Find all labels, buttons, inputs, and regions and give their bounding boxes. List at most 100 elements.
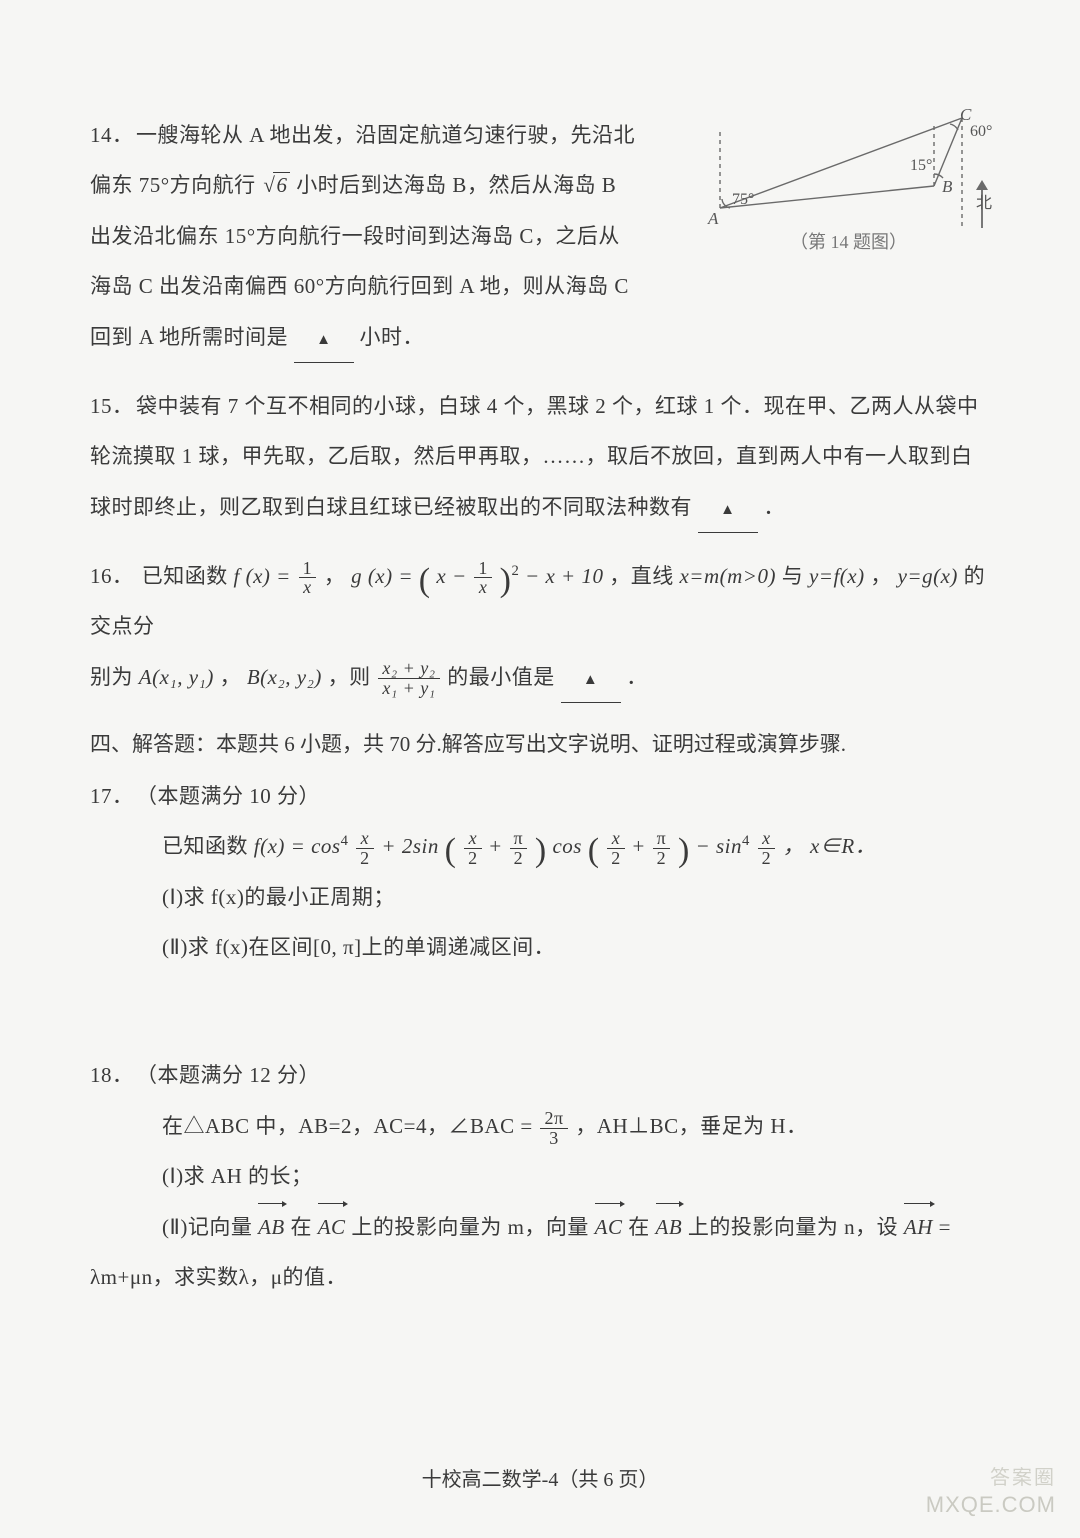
svg-text:B: B xyxy=(942,177,953,196)
q17-part1: (Ⅰ)求 f(x)的最小正周期； xyxy=(90,872,990,922)
page-footer: 十校高二数学-4（共 6 页） xyxy=(0,1463,1080,1492)
q14-number: 14． xyxy=(90,110,136,160)
q17-minus-sin: − sin xyxy=(696,834,742,858)
svg-text:C: C xyxy=(960,108,972,124)
plus-sign-1: + xyxy=(489,834,501,858)
q18-angle-frac: 2π3 xyxy=(540,1109,567,1148)
q17-x2b: x2 xyxy=(758,829,776,868)
q14-l4: 海岛 C 出发沿南偏西 60°方向航行回到 A 地，则从海岛 C xyxy=(90,261,690,311)
q17-arg2: x2 xyxy=(607,829,625,868)
q18-l2e: 上的投影向量为 n，设 xyxy=(688,1215,904,1239)
q15: 15．袋中装有 7 个互不相同的小球，白球 4 个，黑球 2 个，红球 1 个．… xyxy=(90,381,990,533)
q16-blank xyxy=(561,657,621,703)
q18-l2b: 在 xyxy=(290,1215,317,1239)
q18-l3: λm+μn，求实数λ，μ的值． xyxy=(90,1252,990,1302)
q16-number: 16． xyxy=(90,551,136,601)
q18-l2f: = xyxy=(939,1215,951,1239)
q17-l1a: 已知函数 xyxy=(162,834,254,858)
q14-blank xyxy=(294,317,354,363)
q15-l3a: 球时即终止，则乙取到白球且红球已经被取出的不同取法种数有 xyxy=(90,495,692,519)
q14-l2a: 偏东 75°方向航行 xyxy=(90,173,261,197)
q15-number: 15． xyxy=(90,381,136,431)
q16-g-inner-a: x − xyxy=(436,564,466,588)
q17-x2a: x2 xyxy=(356,829,374,868)
q16-B: B(x₂, y₂) xyxy=(247,665,322,689)
exam-page: A B C 75° 15° 60° 北 （第 14 题图） 14．一艘海轮从 A… xyxy=(0,0,1080,1538)
q16-l2c: ，则 xyxy=(328,665,377,689)
q17-domain: ， x∈R． xyxy=(783,834,876,858)
rparen-icon: ) xyxy=(500,567,512,594)
q14-l1: 一艘海轮从 A 地出发，沿固定航道匀速行驶，先沿北 xyxy=(136,123,635,147)
q15-l1: 袋中装有 7 个互不相同的小球，白球 4 个，黑球 2 个，红球 1 个．现在甲… xyxy=(136,394,979,418)
svg-text:60°: 60° xyxy=(970,123,992,140)
q17-plus: + 2sin xyxy=(381,834,438,858)
watermark-en: MXQE.COM xyxy=(926,1492,1056,1518)
q16-g-sup: 2 xyxy=(511,563,519,579)
lparen2-icon: ( xyxy=(445,837,457,864)
q16-l1e: ， xyxy=(870,564,892,588)
q18-part1: (Ⅰ)求 AH 的长； xyxy=(90,1151,990,1201)
q18-l2a: (Ⅱ)记向量 xyxy=(162,1215,258,1239)
rparen3-icon: ) xyxy=(678,837,690,864)
section4-heading: 四、解答题：本题共 6 小题，共 70 分.解答应写出文字说明、证明过程或演算步… xyxy=(90,721,990,767)
q18-l2d: 在 xyxy=(628,1215,655,1239)
q16-l1c: ，直线 xyxy=(609,564,679,588)
q14-l5b: 小时． xyxy=(360,325,425,349)
q14-l2b: 小时后到达海岛 B，然后从海岛 B xyxy=(296,173,616,197)
svg-text:A: A xyxy=(707,209,719,228)
q16-l2a: 别为 xyxy=(90,665,139,689)
q16-l2d: 的最小值是 xyxy=(447,665,555,689)
q16-yfx: y=f(x) xyxy=(809,564,865,588)
vec-AH: AH xyxy=(904,1202,933,1252)
vec-AB2: AB xyxy=(656,1202,683,1252)
vec-AC2: AC xyxy=(595,1202,623,1252)
watermark-cn: 答案圈 xyxy=(990,1461,1056,1490)
q17-arg1: x2 xyxy=(464,829,482,868)
svg-text:15°: 15° xyxy=(910,157,932,174)
q14-svg: A B C 75° 15° 60° 北 xyxy=(700,108,1020,308)
q16-line-eq: x=m(m>0) xyxy=(679,564,775,588)
q14-figure: A B C 75° 15° 60° 北 （第 14 题图） xyxy=(700,108,1020,308)
plus-sign-2: + xyxy=(633,834,645,858)
q16-l2e: ． xyxy=(626,665,648,689)
q17-fx: f(x) = cos xyxy=(254,834,341,858)
sqrt6: √6 xyxy=(261,160,290,210)
q14-l5a: 回到 A 地所需时间是 xyxy=(90,325,288,349)
q16-ygx: y=g(x) xyxy=(898,564,958,588)
q16-l1a: 已知函数 xyxy=(142,564,234,588)
svg-text:北: 北 xyxy=(976,194,992,212)
q16-fx: f (x) = xyxy=(234,564,291,588)
q15-l2: 轮流摸取 1 球，甲先取，乙后取，然后甲再取，……，取后不放回，直到两人中有一人… xyxy=(90,431,990,481)
vec-AB: AB xyxy=(258,1202,285,1252)
q16-l1b: ， xyxy=(324,564,351,588)
q17-cos: cos xyxy=(552,834,582,858)
vec-AC: AC xyxy=(318,1202,346,1252)
q16-g-tail: − x + 10 xyxy=(525,564,603,588)
q16-g-inner-frac: 1x xyxy=(474,559,492,598)
q16-A: A(x₁, y₁) xyxy=(139,665,214,689)
q18-points: （本题满分 12 分） xyxy=(136,1063,320,1087)
q16-l2b: ， xyxy=(220,665,242,689)
lparen-icon: ( xyxy=(419,567,431,594)
q17-part2: (Ⅱ)求 f(x)在区间[0, π]上的单调递减区间． xyxy=(90,922,990,972)
q15-l3b: ． xyxy=(764,495,786,519)
q17: 17．（本题满分 10 分） 已知函数 f(x) = cos4 x2 + 2si… xyxy=(90,771,990,973)
q16-ratio: x₂ + y₂x₁ + y₁ xyxy=(378,659,439,698)
q17-sup4a: 4 xyxy=(341,833,349,849)
lparen3-icon: ( xyxy=(588,837,600,864)
svg-text:75°: 75° xyxy=(732,191,754,208)
q17-pi2a: π2 xyxy=(510,829,528,868)
q18-l1a: 在△ABC 中，AB=2，AC=4，∠BAC = xyxy=(162,1114,538,1138)
q17-pi2b: π2 xyxy=(653,829,671,868)
q18-l2c: 上的投影向量为 m，向量 xyxy=(351,1215,594,1239)
rparen2-icon: ) xyxy=(535,837,547,864)
q15-blank xyxy=(698,487,758,533)
q17-sup4b: 4 xyxy=(742,833,750,849)
q14-figure-caption: （第 14 题图） xyxy=(790,228,907,254)
q18-number: 18． xyxy=(90,1050,136,1100)
q18-l1b: ，AH⊥BC，垂足为 H． xyxy=(575,1114,807,1138)
q17-points: （本题满分 10 分） xyxy=(136,784,320,808)
q16-frac1: 1x xyxy=(299,559,317,598)
q14-l3: 出发沿北偏东 15°方向航行一段时间到达海岛 C，之后从 xyxy=(90,211,690,261)
q16-l1d: 与 xyxy=(782,564,809,588)
